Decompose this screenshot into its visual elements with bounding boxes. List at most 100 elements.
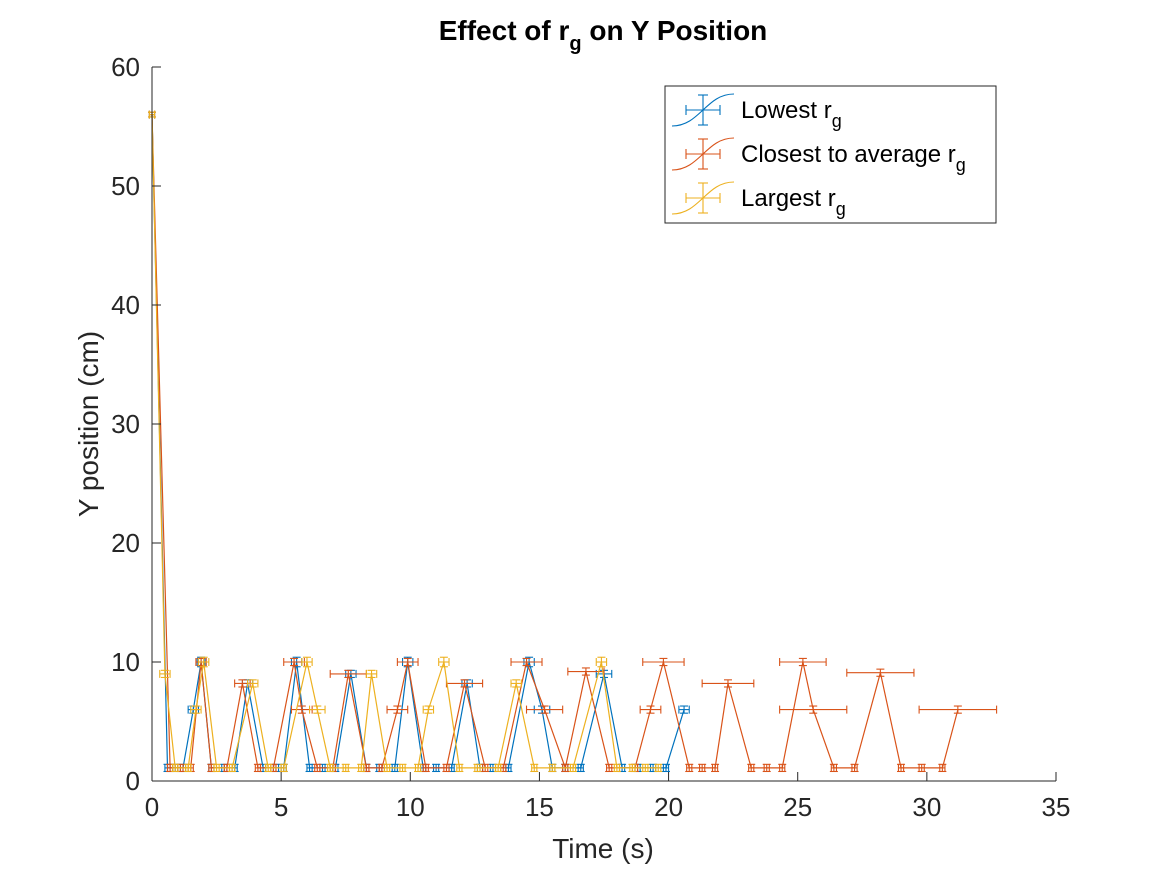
axes: 0 5 10 15 20 25 30 35 0 10 20 30 40 50 60 [111,52,1070,822]
data-point [190,705,202,714]
data-point [779,705,848,714]
data-point [595,656,608,668]
data-point [897,763,906,773]
legend-label-subscript: g [832,111,842,131]
data-point [247,679,259,688]
legend-swatch [671,93,735,127]
data-point [445,679,484,688]
data-point [510,657,543,667]
data-point [386,705,409,714]
data-point [762,763,771,773]
data-point [414,763,423,773]
data-point [628,763,637,773]
data-point [917,763,926,773]
data-point [569,763,578,773]
y-tick-label: 10 [111,647,140,677]
data-point [383,763,392,773]
data-point [829,763,838,773]
legend-label: Closest to average rg [741,141,966,175]
legend-label: Largest rg [741,185,846,219]
data-point [290,705,313,714]
data-point [422,705,435,714]
data-point [850,763,859,773]
data-point [184,763,193,773]
legend-label: Lowest rg [741,97,842,131]
series-line [151,114,959,771]
data-point [396,657,419,667]
legend-swatch [671,137,735,171]
legend-label-text: Lowest r [741,97,832,124]
data-point [510,679,522,688]
data-point [473,763,482,773]
y-tick-label: 30 [111,409,140,439]
data-point [639,705,662,714]
chart-title: Effect of rg on Y Position [439,15,768,55]
x-tick-label: 20 [654,792,683,822]
data-point [576,763,585,773]
data-point [421,763,430,773]
data-point [253,763,262,773]
data-point [779,657,827,667]
data-point [494,763,503,773]
data-point [778,763,787,773]
data-point [212,763,221,773]
x-tick-label: 15 [525,792,554,822]
y-axis-label: Y position (cm) [73,331,104,517]
legend-label-subscript: g [956,155,966,175]
data-point [455,763,464,773]
y-tick-label: 40 [111,290,140,320]
data-point [365,669,378,679]
x-tick-label: 30 [912,792,941,822]
data-point [938,763,947,773]
data-point [264,763,273,773]
data-point [438,656,450,668]
data-point [326,763,335,773]
x-tick-label: 10 [396,792,425,822]
data-point [341,763,350,773]
legend-entry: Largest rg [671,181,846,219]
y-tick-label: 60 [111,52,140,82]
data-point [159,669,171,679]
legend-label-subscript: g [836,199,846,219]
data-point [612,763,621,773]
data-point [442,763,451,773]
data-point [548,763,557,773]
data-point [305,763,314,773]
legend-label-text: Largest r [741,185,836,212]
data-point [525,705,564,714]
y-tick-label: 20 [111,528,140,558]
data-point [283,657,305,667]
legend-entry: Closest to average rg [671,137,966,175]
x-tick-label: 5 [274,792,288,822]
data-point [279,763,288,773]
data-point [642,657,685,667]
data-point [309,705,326,714]
legend-swatch [671,181,735,215]
data-point [171,763,180,773]
data-point [301,656,313,668]
data-point [641,763,650,773]
x-tick-label: 25 [783,792,812,822]
legend-label-text: Closest to average r [741,141,956,168]
data-point [846,668,915,677]
data-point [711,763,720,773]
x-axis-label: Time (s) [552,833,654,864]
data-point [605,763,614,773]
plot-area: 0 5 10 15 20 25 30 35 0 10 20 30 40 50 60 [111,52,1070,822]
data-point [747,763,756,773]
data-point [678,705,690,714]
data-point [654,763,663,773]
series-line [151,114,659,769]
data-point [197,656,210,668]
data-point [661,763,670,773]
x-tick-label: 35 [1042,792,1071,822]
legend-entry: Lowest rg [671,93,842,131]
data-point [228,763,237,773]
x-tick-label: 0 [145,792,159,822]
data-point [918,705,998,714]
data-point [398,763,407,773]
data-point [685,763,694,773]
data-point [530,763,539,773]
